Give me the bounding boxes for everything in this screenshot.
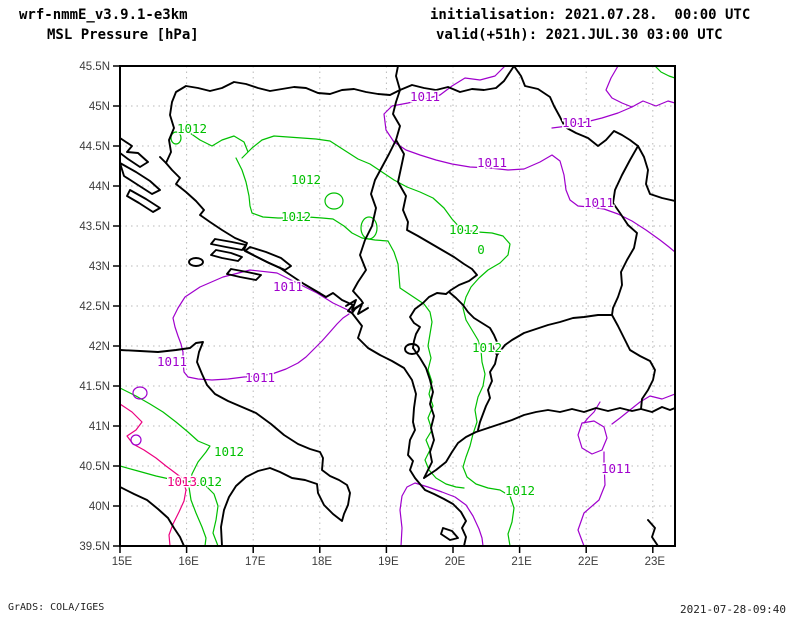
latitude-label: 39.5N bbox=[79, 541, 110, 553]
contour-value-label: 1012 bbox=[505, 483, 535, 498]
contour-1012 bbox=[120, 465, 219, 546]
contour-value-label: 1012 bbox=[449, 222, 479, 237]
contour-1011 bbox=[611, 393, 675, 425]
coastline-border bbox=[409, 292, 447, 349]
coastline-border bbox=[423, 406, 675, 479]
longitude-label: 17E bbox=[245, 556, 266, 568]
contour-value-label: 0 bbox=[477, 242, 485, 257]
contour-1011-closed bbox=[132, 386, 148, 400]
coastline-border bbox=[126, 189, 161, 213]
coastline-border bbox=[244, 246, 292, 271]
coastline-border bbox=[120, 137, 149, 168]
contour-value-label: 1011 bbox=[584, 195, 614, 210]
contour-1011 bbox=[577, 420, 608, 455]
latitude-label: 44N bbox=[89, 181, 110, 193]
coastline-border bbox=[395, 66, 401, 91]
contour-value-label: 1012 bbox=[192, 474, 222, 489]
coastline-border-closed bbox=[404, 343, 420, 355]
model-title: wrf-nmmE_v3.9.1-e3km bbox=[19, 7, 188, 23]
longitude-label: 23E bbox=[645, 556, 666, 568]
longitude-label: 21E bbox=[511, 556, 532, 568]
map-grid bbox=[120, 66, 675, 546]
contour-1011-closed bbox=[130, 434, 142, 446]
axis-ticks bbox=[113, 65, 654, 553]
latitude-label: 41N bbox=[89, 421, 110, 433]
contour-1012 bbox=[235, 157, 465, 489]
contour-1011 bbox=[583, 401, 601, 424]
latitude-label: 43N bbox=[89, 261, 110, 273]
grads-credit: GrADS: COLA/IGES bbox=[8, 602, 105, 613]
coastline-border bbox=[611, 314, 656, 410]
latitude-label: 40.5N bbox=[79, 461, 110, 473]
coastline-border bbox=[496, 145, 639, 356]
latitude-label: 43.5N bbox=[79, 221, 110, 233]
contour-1013 bbox=[120, 403, 187, 546]
coastline-border-layer bbox=[120, 66, 675, 546]
contour-value-label: 1011 bbox=[410, 89, 440, 104]
contour-1011 bbox=[399, 482, 484, 546]
contour-1012-closed bbox=[360, 216, 378, 240]
creation-timestamp: 2021-07-28-09:40 bbox=[680, 603, 786, 616]
contour-1012-closed bbox=[324, 192, 344, 210]
coastline-border bbox=[448, 291, 498, 431]
contour-1011 bbox=[383, 66, 675, 253]
contour-value-label: 1012 bbox=[291, 172, 321, 187]
coastline-border bbox=[351, 312, 467, 546]
field-title: MSL Pressure [hPa] bbox=[47, 27, 199, 43]
coastline-border bbox=[120, 486, 185, 546]
contour-value-label: 1011 bbox=[562, 115, 592, 130]
contour-value-label: 1012 bbox=[472, 340, 502, 355]
coastline-border bbox=[120, 162, 161, 195]
coastline-border bbox=[120, 341, 351, 546]
contour-value-label: 1011 bbox=[477, 155, 507, 170]
valid-time: valid(+51h): 2021.JUL.30 03:00 UTC bbox=[436, 27, 723, 43]
longitude-label: 22E bbox=[578, 556, 599, 568]
longitude-label: 18E bbox=[312, 556, 333, 568]
coastline-border bbox=[513, 66, 675, 202]
coastline-border bbox=[392, 89, 478, 295]
coastline-border bbox=[210, 249, 243, 262]
coastline-border bbox=[159, 156, 354, 314]
contour-value-label: 1012 bbox=[177, 121, 207, 136]
contour-value-label: 1011 bbox=[245, 370, 275, 385]
longitude-label: 15E bbox=[112, 556, 133, 568]
latitude-label: 40N bbox=[89, 501, 110, 513]
contour-value-label: 1012 bbox=[214, 444, 244, 459]
contour-value-label: 1011 bbox=[157, 354, 187, 369]
latitude-label: 45N bbox=[89, 101, 110, 113]
contour-value-label: 1011 bbox=[273, 279, 303, 294]
latitude-label: 42N bbox=[89, 341, 110, 353]
latitude-label: 41.5N bbox=[79, 381, 110, 393]
coastline-border bbox=[351, 139, 397, 314]
latitude-label: 44.5N bbox=[79, 141, 110, 153]
latitude-label: 45.5N bbox=[79, 61, 110, 73]
coastline-border bbox=[226, 268, 262, 281]
coastline-border bbox=[412, 347, 435, 479]
contour-1012-closed bbox=[170, 131, 182, 145]
contour-1012-layer bbox=[120, 66, 675, 546]
longitude-label: 20E bbox=[445, 556, 466, 568]
contour-1013-layer bbox=[120, 403, 187, 546]
contour-value-label: 1013 bbox=[167, 474, 197, 489]
contour-1012 bbox=[179, 127, 515, 546]
contour-value-label: 1012 bbox=[281, 209, 311, 224]
coastline-border bbox=[440, 527, 459, 541]
coastline-border bbox=[210, 238, 247, 251]
latitude-label: 42.5N bbox=[79, 301, 110, 313]
coastline-border bbox=[165, 66, 515, 164]
contour-value-label: 1011 bbox=[601, 461, 631, 476]
longitude-label: 19E bbox=[378, 556, 399, 568]
contour-1012 bbox=[654, 66, 675, 79]
contour-1012 bbox=[120, 387, 211, 546]
initialisation-time: initialisation: 2021.07.28. 00:00 UTC bbox=[430, 7, 751, 23]
coastline-border-closed bbox=[188, 257, 204, 267]
contour-1011 bbox=[172, 269, 353, 381]
longitude-label: 16E bbox=[178, 556, 199, 568]
coastline-border bbox=[647, 519, 659, 546]
coastline-border bbox=[345, 299, 369, 315]
contour-1011 bbox=[605, 66, 675, 108]
contour-1011 bbox=[577, 451, 606, 546]
